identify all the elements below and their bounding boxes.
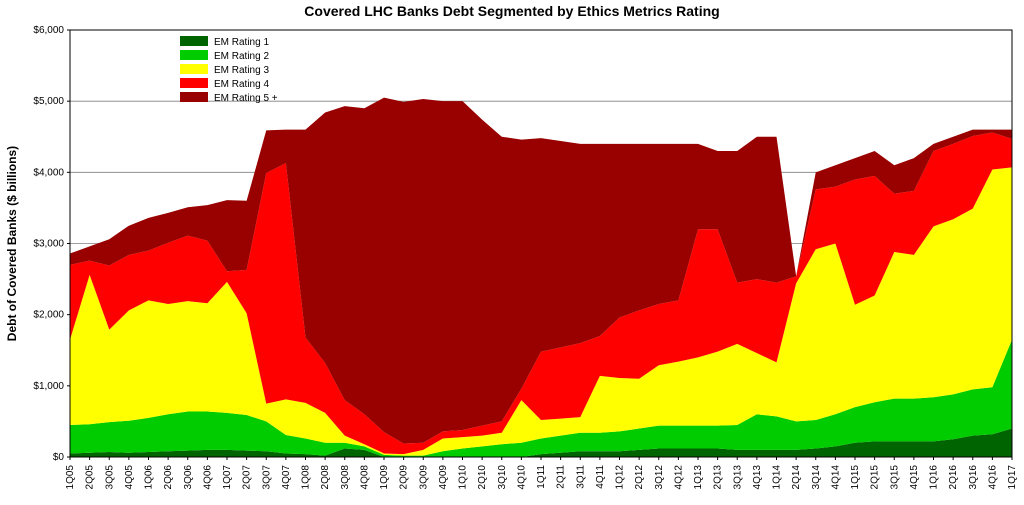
x-tick-label: 1Q09 xyxy=(379,465,390,490)
legend-swatch-1 xyxy=(180,36,208,46)
x-tick-label: 4Q15 xyxy=(909,465,920,490)
x-tick-label: 2Q11 xyxy=(556,465,567,489)
x-tick-label: 1Q10 xyxy=(458,465,469,490)
legend-label-3: EM Rating 3 xyxy=(214,65,269,76)
x-tick-label: 3Q05 xyxy=(104,465,115,490)
x-tick-label: 1Q07 xyxy=(222,465,233,490)
x-tick-label: 1Q14 xyxy=(772,465,783,490)
x-tick-label: 4Q08 xyxy=(359,465,370,490)
x-tick-label: 2Q12 xyxy=(634,465,645,490)
legend-label-4: EM Rating 4 xyxy=(214,79,269,90)
x-tick-label: 1Q13 xyxy=(693,465,704,490)
x-tick-label: 4Q07 xyxy=(281,465,292,490)
x-tick-label: 3Q09 xyxy=(418,465,429,490)
chart-title: Covered LHC Banks Debt Segmented by Ethi… xyxy=(304,3,719,19)
legend-swatch-5 xyxy=(180,92,208,102)
x-tick-label: 4Q14 xyxy=(830,465,841,490)
y-tick-label: $6,000 xyxy=(33,25,64,36)
x-tick-label: 1Q08 xyxy=(301,465,312,490)
x-tick-label: 4Q05 xyxy=(124,465,135,490)
x-tick-label: 3Q11 xyxy=(575,465,586,489)
legend-swatch-4 xyxy=(180,78,208,88)
x-tick-label: 2Q07 xyxy=(242,465,253,490)
x-tick-label: 2Q13 xyxy=(713,465,724,490)
x-tick-label: 2Q10 xyxy=(477,465,488,490)
x-tick-label: 2Q09 xyxy=(399,465,410,490)
x-tick-label: 1Q05 xyxy=(65,465,76,490)
x-tick-label: 2Q15 xyxy=(870,465,881,490)
y-axis-title: Debt of Covered Banks ($ billions) xyxy=(5,146,19,341)
x-tick-label: 3Q16 xyxy=(968,465,979,490)
legend-label-2: EM Rating 2 xyxy=(214,51,269,62)
y-tick-label: $5,000 xyxy=(33,96,64,107)
x-tick-label: 3Q12 xyxy=(654,465,665,490)
x-tick-label: 1Q15 xyxy=(850,465,861,490)
x-tick-label: 3Q15 xyxy=(889,465,900,490)
x-tick-label: 1Q12 xyxy=(615,465,626,490)
y-tick-label: $3,000 xyxy=(33,239,64,250)
x-tick-label: 3Q07 xyxy=(261,465,272,490)
x-tick-label: 3Q14 xyxy=(811,465,822,490)
x-tick-label: 2Q08 xyxy=(320,465,331,490)
x-tick-label: 2Q05 xyxy=(85,465,96,490)
legend-swatch-2 xyxy=(180,50,208,60)
x-tick-label: 4Q09 xyxy=(438,465,449,490)
chart-container: $0 $1,000 $2,000 $3,000 $4,000 $5,000 $6,000 1Q… xyxy=(0,0,1024,505)
x-tick-label: 4Q16 xyxy=(987,465,998,490)
x-tick-label: 4Q11 xyxy=(595,465,606,489)
x-tick-label: 4Q06 xyxy=(202,465,213,490)
legend-label-1: EM Rating 1 xyxy=(214,37,269,48)
x-tick-label: 3Q08 xyxy=(340,465,351,490)
x-tick-label: 2Q06 xyxy=(163,465,174,490)
y-tick-label: $0 xyxy=(53,452,65,463)
x-tick-label: 2Q16 xyxy=(948,465,959,490)
legend-label-5: EM Rating 5 + xyxy=(214,93,278,104)
x-tick-label: 3Q10 xyxy=(497,465,508,490)
y-tick-label: $4,000 xyxy=(33,167,64,178)
x-tick-label: 4Q10 xyxy=(516,465,527,490)
x-tick-label: 3Q13 xyxy=(732,465,743,490)
y-tick-label: $1,000 xyxy=(33,381,64,392)
x-tick-label: 4Q12 xyxy=(673,465,684,490)
x-tick-label: 2Q14 xyxy=(791,465,802,490)
x-tick-label: 1Q16 xyxy=(929,465,940,490)
x-tick-label: 4Q13 xyxy=(752,465,763,490)
x-tick-label: 1Q17 xyxy=(1007,465,1018,490)
debt-stacked-area-chart: $0 $1,000 $2,000 $3,000 $4,000 $5,000 $6,000 1Q… xyxy=(0,0,1024,505)
x-tick-label: 3Q06 xyxy=(183,465,194,490)
y-tick-label: $2,000 xyxy=(33,310,64,321)
x-tick-label: 1Q11 xyxy=(536,465,547,489)
x-tick-label: 1Q06 xyxy=(144,465,155,490)
legend-swatch-3 xyxy=(180,64,208,74)
